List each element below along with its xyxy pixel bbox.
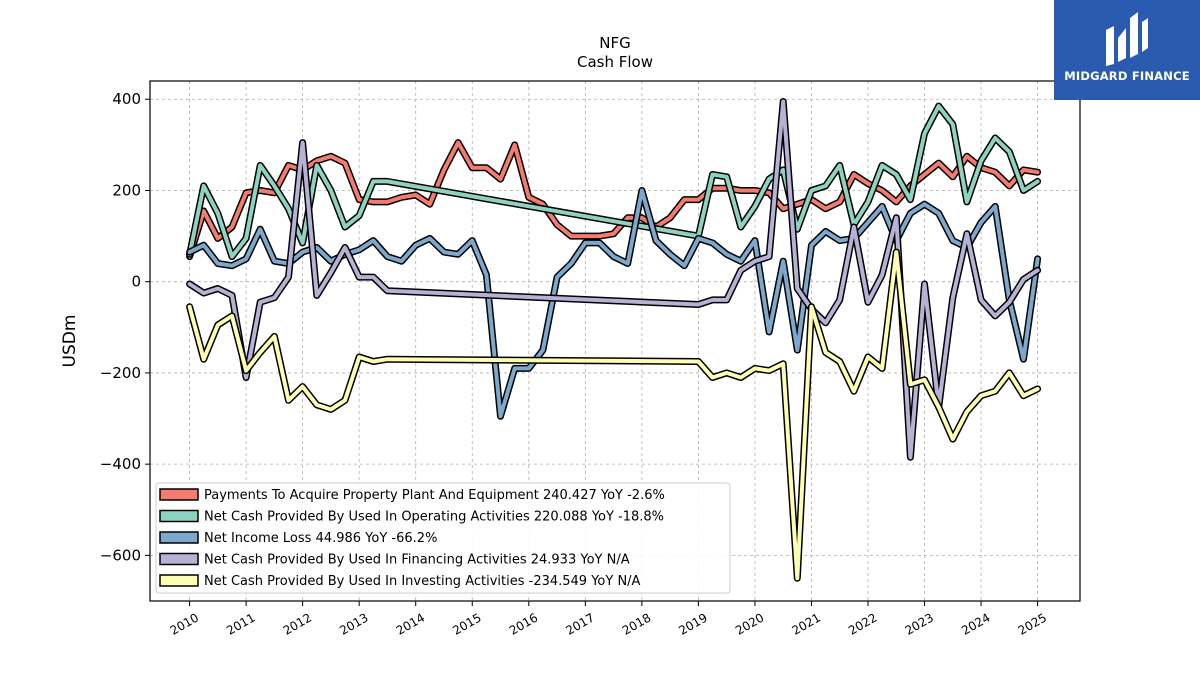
legend-label-2: Net Income Loss 44.986 YoY -66.2% [204,531,437,546]
legend-swatch-4 [159,574,199,587]
y-ticks: 400 200 0 −200 −400 −600 [100,90,150,564]
series-1 [186,102,1042,261]
series-0 [186,139,1042,261]
series-line-1 [187,104,1040,259]
series-line-3 [187,99,1040,460]
legend-swatch-3 [159,552,199,566]
legend-swatch-0 [159,488,199,501]
x-tick-label-0: 2010 [168,610,201,637]
y-tick-label-0: 400 [112,90,141,108]
logo-text: MIDGARD FINANCE [1064,69,1190,83]
legend-label-3: Net Cash Provided By Used In Financing A… [204,553,630,568]
logo-mark-icon [1106,12,1148,66]
x-tick-label-5: 2015 [450,610,483,637]
y-tick-label-4: −400 [100,455,141,473]
x-tick-label-1: 2011 [224,610,257,637]
series-line-4 [187,250,1040,581]
midgard-finance-logo: MIDGARD FINANCE [1054,0,1200,100]
x-tick-label-3: 2013 [337,610,370,637]
x-tick-label-14: 2024 [959,610,992,637]
legend-label-4: Net Cash Provided By Used In Investing A… [204,574,641,589]
legend: Payments To Acquire Property Plant And E… [155,482,731,594]
legend-box [155,482,731,594]
x-tick-label-8: 2018 [620,610,653,637]
chart-subtitle: Cash Flow [577,53,653,71]
x-tick-label-6: 2016 [507,610,540,637]
y-axis-label: USDm [60,315,80,368]
legend-label-0: Payments To Acquire Property Plant And E… [204,488,665,503]
y-tick-label-2: 0 [131,273,141,291]
plot-frame [149,80,1081,602]
legend-swatch-2 [159,531,199,544]
x-tick-label-7: 2017 [563,610,596,637]
x-ticks: 2010 2011 2012 2013 2014 2015 2016 2017 2018 2019… [168,601,1049,638]
legend-swatch-1 [159,509,199,523]
series-4 [186,248,1042,582]
series-layer [186,98,1042,582]
chart-title: NFG [599,34,630,52]
y-tick-label-3: −200 [100,364,141,382]
x-tick-label-13: 2023 [903,610,936,637]
x-tick-label-11: 2021 [790,610,823,637]
legend-label-1: Net Cash Provided By Used In Operating A… [204,510,664,525]
x-tick-label-2: 2012 [281,610,314,637]
x-tick-label-9: 2019 [676,610,709,637]
x-tick-label-4: 2014 [394,610,427,637]
y-tick-label-5: −600 [100,546,141,564]
y-tick-label-1: 200 [112,181,141,199]
series-line-0 [187,140,1040,259]
x-tick-label-15: 2025 [1016,610,1049,637]
x-tick-label-10: 2020 [733,610,766,637]
series-3 [186,98,1042,461]
x-tick-label-12: 2022 [846,610,879,637]
